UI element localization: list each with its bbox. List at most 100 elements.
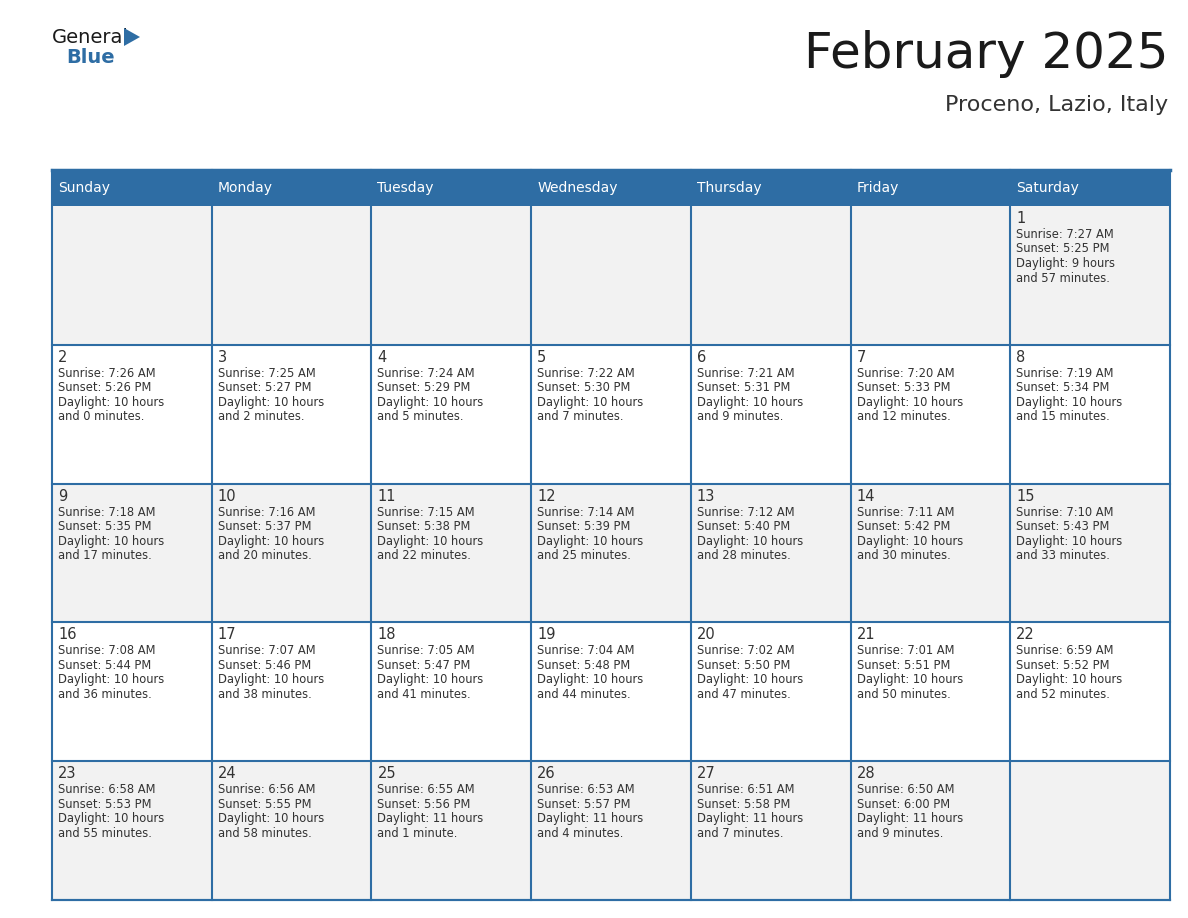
Text: Sunrise: 7:19 AM: Sunrise: 7:19 AM	[1016, 367, 1114, 380]
Text: Daylight: 10 hours: Daylight: 10 hours	[857, 534, 962, 548]
Text: and 22 minutes.: and 22 minutes.	[378, 549, 472, 562]
Text: 18: 18	[378, 627, 396, 643]
Text: Sunday: Sunday	[58, 181, 110, 195]
Text: Sunrise: 6:56 AM: Sunrise: 6:56 AM	[217, 783, 315, 796]
Bar	[372, 622, 531, 761]
Text: Daylight: 10 hours: Daylight: 10 hours	[857, 674, 962, 687]
Text: 17: 17	[217, 627, 236, 643]
Text: General: General	[52, 28, 128, 47]
Text: Sunset: 5:50 PM: Sunset: 5:50 PM	[697, 659, 790, 672]
Text: and 12 minutes.: and 12 minutes.	[857, 410, 950, 423]
Text: Tuesday: Tuesday	[378, 181, 434, 195]
Text: Sunset: 5:46 PM: Sunset: 5:46 PM	[217, 659, 311, 672]
Bar	[52, 345, 211, 484]
Text: and 58 minutes.: and 58 minutes.	[217, 827, 311, 840]
Text: Friday: Friday	[857, 181, 899, 195]
Bar	[1010, 345, 1170, 484]
Text: Sunrise: 7:21 AM: Sunrise: 7:21 AM	[697, 367, 795, 380]
Text: Sunset: 5:42 PM: Sunset: 5:42 PM	[857, 521, 950, 533]
Text: and 28 minutes.: and 28 minutes.	[697, 549, 790, 562]
Bar	[531, 761, 691, 900]
Text: Daylight: 10 hours: Daylight: 10 hours	[217, 396, 324, 409]
Text: and 36 minutes.: and 36 minutes.	[58, 688, 152, 701]
Text: 7: 7	[857, 350, 866, 364]
Text: and 47 minutes.: and 47 minutes.	[697, 688, 790, 701]
Bar	[1010, 761, 1170, 900]
Bar	[691, 206, 851, 345]
Polygon shape	[124, 28, 140, 46]
Text: and 15 minutes.: and 15 minutes.	[1016, 410, 1110, 423]
Bar	[211, 345, 372, 484]
Text: Sunrise: 7:01 AM: Sunrise: 7:01 AM	[857, 644, 954, 657]
Text: Sunrise: 7:10 AM: Sunrise: 7:10 AM	[1016, 506, 1114, 519]
Text: Daylight: 10 hours: Daylight: 10 hours	[58, 534, 164, 548]
Text: Sunrise: 7:08 AM: Sunrise: 7:08 AM	[58, 644, 156, 657]
Bar	[691, 622, 851, 761]
Text: Monday: Monday	[217, 181, 273, 195]
Text: 4: 4	[378, 350, 386, 364]
Text: Daylight: 9 hours: Daylight: 9 hours	[1016, 257, 1116, 270]
Bar	[52, 170, 1170, 206]
Text: 14: 14	[857, 488, 876, 504]
Bar	[211, 206, 372, 345]
Text: and 55 minutes.: and 55 minutes.	[58, 827, 152, 840]
Text: February 2025: February 2025	[803, 30, 1168, 78]
Text: and 5 minutes.: and 5 minutes.	[378, 410, 465, 423]
Text: 20: 20	[697, 627, 715, 643]
Text: Sunset: 5:44 PM: Sunset: 5:44 PM	[58, 659, 151, 672]
Text: 6: 6	[697, 350, 706, 364]
Text: and 4 minutes.: and 4 minutes.	[537, 827, 624, 840]
Text: Sunset: 5:35 PM: Sunset: 5:35 PM	[58, 521, 152, 533]
Text: Daylight: 10 hours: Daylight: 10 hours	[378, 674, 484, 687]
Text: and 1 minute.: and 1 minute.	[378, 827, 457, 840]
Text: 22: 22	[1016, 627, 1035, 643]
Text: Sunset: 5:38 PM: Sunset: 5:38 PM	[378, 521, 470, 533]
Bar	[52, 761, 211, 900]
Text: Daylight: 10 hours: Daylight: 10 hours	[217, 674, 324, 687]
Text: and 0 minutes.: and 0 minutes.	[58, 410, 145, 423]
Text: Saturday: Saturday	[1016, 181, 1079, 195]
Text: Sunset: 5:57 PM: Sunset: 5:57 PM	[537, 798, 631, 811]
Text: and 38 minutes.: and 38 minutes.	[217, 688, 311, 701]
Text: Sunset: 5:29 PM: Sunset: 5:29 PM	[378, 381, 470, 395]
Bar	[531, 206, 691, 345]
Text: Sunset: 5:55 PM: Sunset: 5:55 PM	[217, 798, 311, 811]
Text: 5: 5	[537, 350, 546, 364]
Text: Wednesday: Wednesday	[537, 181, 618, 195]
Text: Sunrise: 7:18 AM: Sunrise: 7:18 AM	[58, 506, 156, 519]
Text: and 25 minutes.: and 25 minutes.	[537, 549, 631, 562]
Text: 26: 26	[537, 767, 556, 781]
Bar	[851, 206, 1010, 345]
Text: Daylight: 11 hours: Daylight: 11 hours	[537, 812, 644, 825]
Text: Sunset: 5:30 PM: Sunset: 5:30 PM	[537, 381, 631, 395]
Bar	[52, 622, 211, 761]
Text: Blue: Blue	[67, 48, 114, 67]
Text: 28: 28	[857, 767, 876, 781]
Text: Sunrise: 7:20 AM: Sunrise: 7:20 AM	[857, 367, 954, 380]
Bar	[372, 206, 531, 345]
Text: Sunset: 6:00 PM: Sunset: 6:00 PM	[857, 798, 949, 811]
Text: Sunset: 5:53 PM: Sunset: 5:53 PM	[58, 798, 152, 811]
Text: and 52 minutes.: and 52 minutes.	[1016, 688, 1110, 701]
Text: Sunset: 5:43 PM: Sunset: 5:43 PM	[1016, 521, 1110, 533]
Text: and 41 minutes.: and 41 minutes.	[378, 688, 472, 701]
Text: Daylight: 10 hours: Daylight: 10 hours	[58, 396, 164, 409]
Text: Thursday: Thursday	[697, 181, 762, 195]
Text: Sunset: 5:58 PM: Sunset: 5:58 PM	[697, 798, 790, 811]
Text: 10: 10	[217, 488, 236, 504]
Bar	[372, 761, 531, 900]
Text: Daylight: 10 hours: Daylight: 10 hours	[537, 674, 644, 687]
Text: 9: 9	[58, 488, 68, 504]
Text: Sunrise: 6:53 AM: Sunrise: 6:53 AM	[537, 783, 634, 796]
Text: and 9 minutes.: and 9 minutes.	[857, 827, 943, 840]
Text: Daylight: 10 hours: Daylight: 10 hours	[537, 396, 644, 409]
Text: Sunset: 5:39 PM: Sunset: 5:39 PM	[537, 521, 631, 533]
Bar	[851, 622, 1010, 761]
Text: Daylight: 11 hours: Daylight: 11 hours	[697, 812, 803, 825]
Bar	[851, 345, 1010, 484]
Text: Daylight: 11 hours: Daylight: 11 hours	[857, 812, 962, 825]
Text: Daylight: 10 hours: Daylight: 10 hours	[697, 674, 803, 687]
Text: Sunrise: 7:12 AM: Sunrise: 7:12 AM	[697, 506, 795, 519]
Bar	[372, 484, 531, 622]
Text: and 7 minutes.: and 7 minutes.	[697, 827, 783, 840]
